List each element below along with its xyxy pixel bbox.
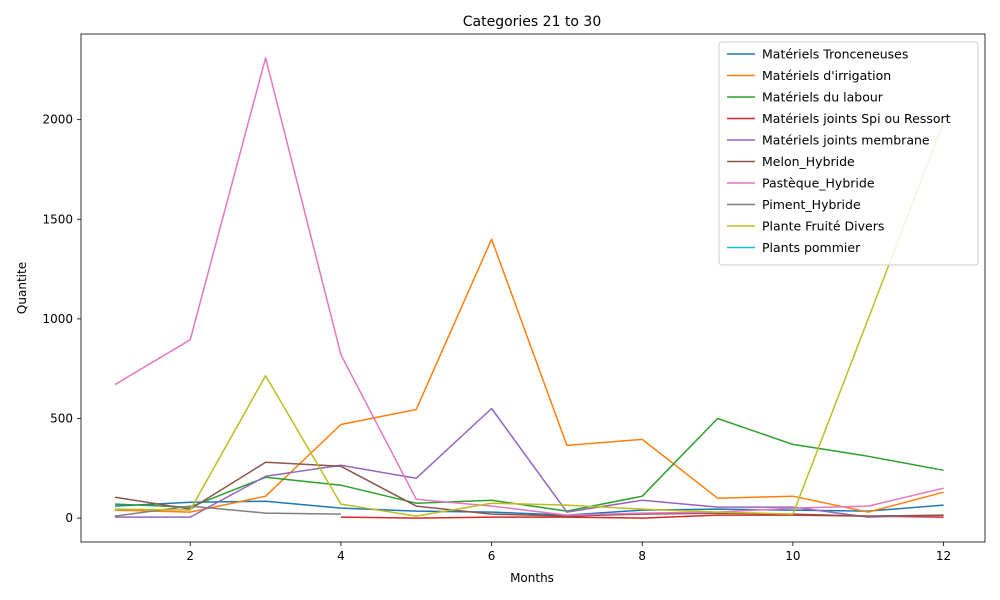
legend-box bbox=[718, 41, 979, 266]
legend-entry-label: Melon_Hybride bbox=[762, 154, 855, 169]
x-axis: 2 4 6 8 10 12 bbox=[186, 542, 951, 563]
series-line-3 bbox=[114, 417, 944, 512]
y-tick-label: 0 bbox=[65, 511, 73, 525]
series-line-8 bbox=[114, 505, 341, 517]
legend-entry-label: Matériels joints membrane bbox=[762, 133, 930, 148]
y-tick-label: 2000 bbox=[42, 113, 73, 127]
series-line-7 bbox=[114, 57, 944, 516]
series-line-2 bbox=[114, 238, 944, 513]
series-line-1 bbox=[114, 500, 944, 516]
x-tick-label: 4 bbox=[337, 549, 345, 563]
x-tick-label: 2 bbox=[186, 549, 194, 563]
y-tick-label: 1500 bbox=[42, 212, 73, 226]
x-tick-label: 12 bbox=[936, 549, 951, 563]
y-tick-label: 500 bbox=[50, 411, 73, 425]
x-tick-label: 8 bbox=[638, 549, 646, 563]
series-line-6 bbox=[114, 461, 944, 517]
legend-entry-label: Plante Fruité Divers bbox=[762, 219, 884, 234]
y-axis: 0 500 1000 1500 2000 bbox=[42, 113, 81, 525]
legend-entry-label: Pastèque_Hybride bbox=[762, 176, 875, 191]
y-axis-label: Quantite bbox=[15, 262, 29, 314]
chart-title: Categories 21 to 30 bbox=[463, 14, 602, 30]
legend-entry-label: Matériels d'irrigation bbox=[762, 68, 891, 83]
series-lines bbox=[114, 57, 945, 519]
legend-entry-label: Matériels Tronceneuses bbox=[762, 47, 908, 62]
x-axis-label: Months bbox=[510, 571, 554, 585]
y-tick-label: 1000 bbox=[42, 312, 73, 326]
legend-entry-label: Piment_Hybride bbox=[762, 197, 861, 212]
legend: Matériels Tronceneuses Matériels d'irriga… bbox=[718, 41, 979, 266]
series-line-5 bbox=[114, 407, 944, 518]
series-line-9 bbox=[114, 121, 945, 517]
plot-area bbox=[80, 33, 986, 543]
legend-entry-label: Matériels joints Spi ou Ressort bbox=[762, 111, 951, 126]
legend-entry-label: Matériels du labour bbox=[762, 90, 884, 105]
legend-entry-label: Plants pommier bbox=[762, 240, 861, 255]
x-tick-label: 6 bbox=[488, 549, 496, 563]
x-tick-label: 10 bbox=[785, 549, 800, 563]
